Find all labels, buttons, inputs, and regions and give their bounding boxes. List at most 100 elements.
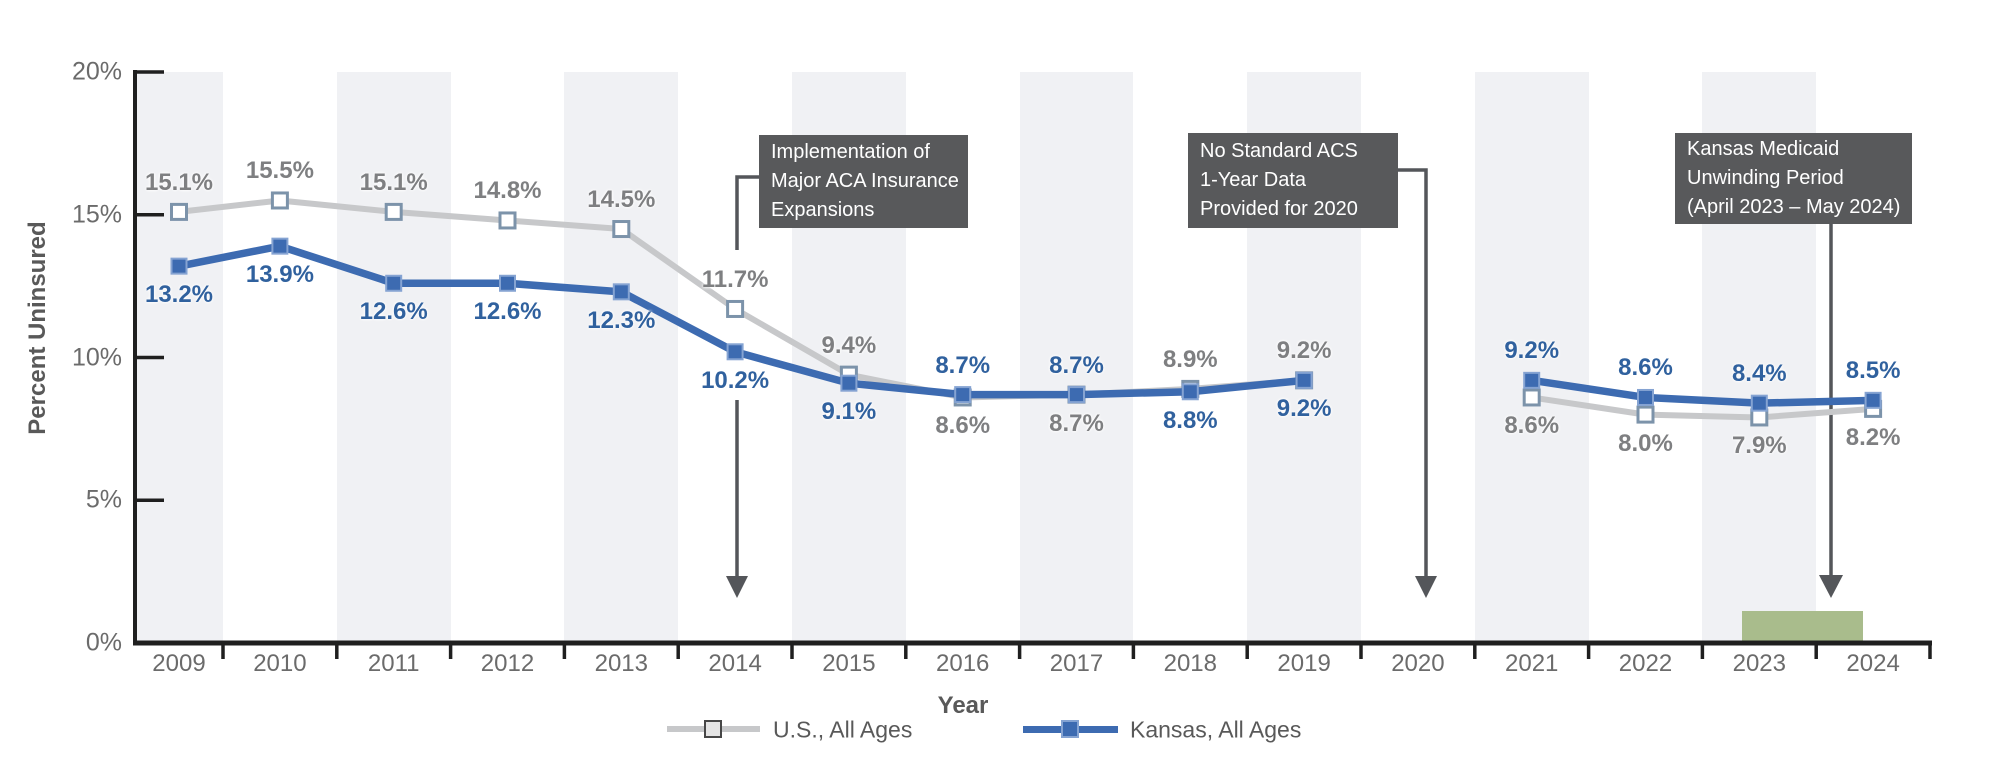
x-tick-label-2015: 2015	[822, 650, 876, 677]
kansas-marker-2015	[840, 374, 858, 392]
kansas-marker-2010	[271, 237, 289, 255]
kansas-data-label-2015: 9.1%	[821, 398, 877, 426]
kansas-data-label-2009: 13.2%	[144, 281, 214, 309]
x-tick-label-2016: 2016	[935, 650, 990, 677]
us-marker-2014	[726, 299, 745, 318]
us-marker-2011	[384, 202, 403, 221]
us-data-label-2009: 15.1%	[144, 168, 214, 196]
year-band-2011	[336, 72, 451, 643]
annotation-line: Kansas Medicaid	[1687, 138, 1840, 160]
aca-arrow-connector	[735, 175, 759, 250]
medicaid-unwinding-period-band	[1742, 611, 1863, 643]
year-band-2017	[1019, 72, 1134, 643]
us-marker-2009	[170, 202, 188, 221]
legend-kansas-marker-swatch	[1061, 720, 1079, 738]
aca-arrow-head	[726, 576, 748, 598]
x-tick-label-2023: 2023	[1732, 650, 1786, 677]
acs2020-arrow	[1398, 168, 1428, 578]
us-marker-2023	[1750, 408, 1769, 427]
x-tick-label-2021: 2021	[1504, 650, 1559, 677]
kansas-marker-2022	[1637, 388, 1654, 406]
y-axis-title: Percent Uninsured	[24, 221, 51, 435]
x-axis-title: Year	[937, 692, 989, 719]
year-band-2021	[1474, 72, 1589, 643]
us-marker-2012	[498, 211, 517, 230]
us-data-label-2024: 8.2%	[1845, 423, 1901, 451]
us-data-label-2018: 8.9%	[1162, 345, 1218, 373]
kansas-data-label-2023: 8.4%	[1731, 360, 1787, 388]
x-tick-label-2024: 2024	[1846, 650, 1900, 677]
kansas-marker-2017	[1068, 386, 1085, 404]
annotation-line: (April 2023 – May 2024)	[1687, 196, 1901, 218]
kansas-data-label-2019: 9.2%	[1276, 395, 1332, 423]
y-tick-label-10%: 10%	[71, 343, 122, 371]
legend-us-marker-swatch	[704, 720, 722, 738]
legend-item-kansas: Kansas, All Ages	[1130, 716, 1302, 743]
kansas-marker-2014	[726, 343, 744, 361]
annotation-line: Provided for 2020	[1200, 198, 1358, 220]
y-tick-label-15%: 15%	[71, 200, 122, 229]
x-tick-label-2013: 2013	[594, 650, 648, 677]
kansas-marker-2021	[1523, 371, 1541, 389]
us-data-label-2019: 9.2%	[1276, 337, 1332, 365]
us-data-label-2014: 11.7%	[701, 265, 769, 293]
us-data-label-2012: 14.8%	[473, 177, 542, 205]
annotation-line: Unwinding Period	[1687, 167, 1844, 189]
us-marker-2021	[1522, 388, 1541, 407]
legend-item-us: U.S., All Ages	[773, 716, 913, 743]
us-data-label-2023: 7.9%	[1731, 432, 1787, 460]
y-tick-label-5%: 5%	[85, 485, 122, 514]
kansas-data-label-2013: 12.3%	[587, 306, 656, 334]
kansas-data-label-2011: 12.6%	[359, 298, 428, 326]
us-marker-2010	[270, 191, 289, 210]
annotation-no-acs-2020: No Standard ACS 1-Year Data Provided for…	[1188, 133, 1398, 228]
kansas-data-label-2018: 8.8%	[1162, 406, 1218, 434]
unwinding-arrow-head	[1819, 575, 1843, 598]
x-tick-label-2022: 2022	[1618, 650, 1673, 677]
x-tick-label-2019: 2019	[1277, 650, 1331, 677]
kansas-series-line	[1531, 376, 1874, 407]
annotation-line: No Standard ACS	[1200, 140, 1358, 162]
annotation-line: Implementation of	[771, 141, 930, 163]
x-tick-label-2009: 2009	[152, 650, 206, 677]
kansas-marker-2018	[1181, 383, 1199, 401]
kansas-marker-2024	[1864, 391, 1882, 409]
us-data-label-2011: 15.1%	[359, 168, 428, 196]
kansas-data-label-2021: 9.2%	[1504, 337, 1560, 365]
kansas-marker-2009	[170, 257, 188, 275]
us-data-label-2013: 14.5%	[587, 186, 656, 214]
us-marker-2022	[1636, 405, 1655, 424]
us-data-label-2015: 9.4%	[821, 331, 877, 359]
us-data-label-2021: 8.6%	[1504, 412, 1560, 440]
acs2020-arrow-head	[1415, 576, 1437, 598]
y-tick-label-0%: 0%	[85, 628, 122, 657]
annotation-line: Expansions	[771, 199, 875, 221]
kansas-data-label-2010: 13.9%	[245, 261, 314, 289]
annotation-medicaid-unwinding: Kansas Medicaid Unwinding Period (April …	[1675, 133, 1912, 224]
kansas-data-label-2024: 8.5%	[1845, 357, 1901, 385]
kansas-marker-2023	[1750, 394, 1768, 412]
kansas-data-label-2022: 8.6%	[1618, 354, 1673, 382]
us-data-label-2010: 15.5%	[245, 157, 314, 185]
us-marker-2013	[612, 220, 631, 239]
kansas-data-label-2016: 8.7%	[935, 351, 991, 379]
kansas-data-label-2012: 12.6%	[473, 298, 542, 326]
x-tick-label-2020: 2020	[1391, 650, 1445, 677]
x-tick-label-2010: 2010	[253, 650, 307, 677]
kansas-marker-2013	[612, 283, 630, 301]
annotation-line: 1-Year Data	[1200, 169, 1306, 191]
kansas-marker-2019	[1295, 371, 1313, 389]
annotation-aca-expansions: Implementation of Major ACA Insurance Ex…	[759, 135, 968, 228]
x-tick-label-2014: 2014	[708, 650, 762, 677]
x-tick-label-2011: 2011	[367, 650, 420, 677]
y-tick-label-20%: 20%	[71, 57, 122, 86]
year-band-2013	[564, 72, 679, 643]
us-series-line	[1531, 394, 1874, 421]
kansas-data-label-2014: 10.2%	[701, 366, 770, 394]
kansas-marker-2016	[954, 386, 972, 404]
kansas-marker-2012	[499, 274, 516, 292]
us-data-label-2022: 8.0%	[1618, 429, 1673, 457]
kansas-marker-2011	[385, 274, 403, 292]
